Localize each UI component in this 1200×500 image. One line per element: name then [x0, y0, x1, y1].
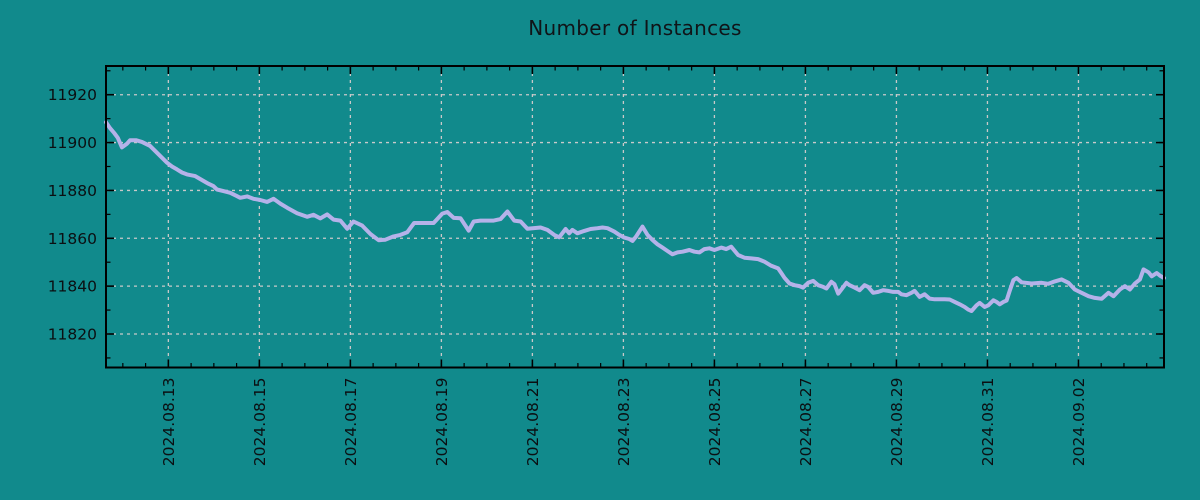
- y-tick-label: 11840: [48, 278, 97, 296]
- x-tick-label: 2024.08.27: [797, 378, 815, 467]
- chart-title: Number of Instances: [528, 16, 742, 40]
- x-tick-label: 2024.08.23: [615, 378, 633, 467]
- x-tick-label: 2024.08.19: [433, 378, 451, 467]
- y-tick-label: 11860: [48, 230, 97, 248]
- x-tick-label: 2024.08.29: [888, 378, 906, 467]
- x-tick-label: 2024.08.13: [160, 378, 178, 467]
- y-tick-label: 11900: [48, 134, 97, 152]
- x-tick-label: 2024.08.31: [979, 378, 997, 467]
- y-tick-label: 11880: [48, 182, 97, 200]
- y-tick-label: 11920: [48, 86, 97, 104]
- x-tick-label: 2024.08.17: [342, 378, 360, 467]
- y-tick-label: 11820: [48, 326, 97, 344]
- x-tick-label: 2024.08.15: [251, 378, 269, 467]
- x-tick-label: 2024.09.02: [1070, 378, 1088, 467]
- x-tick-label: 2024.08.21: [524, 378, 542, 467]
- plot-border: [105, 65, 1165, 369]
- instances-line-series: [104, 120, 1166, 313]
- x-tick-label: 2024.08.25: [706, 378, 724, 467]
